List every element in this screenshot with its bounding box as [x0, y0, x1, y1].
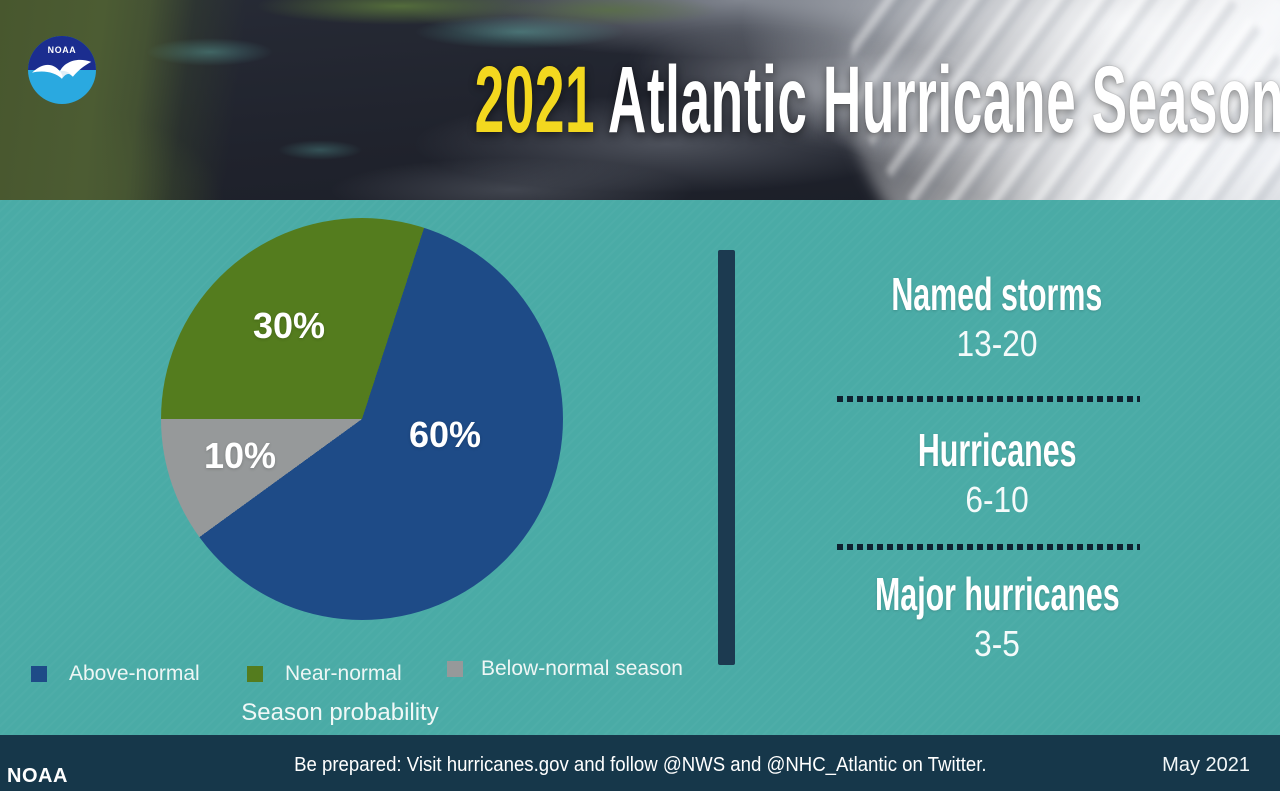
pie-slice-label-above-normal: 60%: [408, 414, 482, 455]
noaa-logo: NOAA: [28, 36, 96, 104]
footer-agency: NOAA: [7, 765, 68, 787]
major-hurricanes-label: Major hurricanes: [874, 568, 1120, 620]
footer-message: Be prepared: Visit hurricanes.gov and fo…: [293, 754, 987, 776]
legend-swatch-below-normal: [447, 661, 463, 677]
named-storms-label: Named storms: [891, 268, 1103, 320]
hurricanes-range: 6-10: [965, 479, 1029, 520]
footer-bar: Be prepared: Visit hurricanes.gov and fo…: [0, 735, 1280, 791]
outlook-major-hurricanes: Major hurricanes 3-5: [767, 568, 1227, 666]
hurricanes-label: Hurricanes: [917, 424, 1077, 476]
pie-chart: 60% 30% 10%: [161, 218, 563, 620]
outlook-hurricanes: Hurricanes 6-10: [767, 424, 1227, 522]
legend-label-near-normal: Near-normal: [285, 662, 402, 685]
legend-swatch-near-normal: [247, 666, 263, 682]
pie-slice-label-below-normal: 10%: [203, 435, 277, 476]
vertical-divider-bar: [718, 250, 735, 665]
noaa-logo-text: NOAA: [48, 45, 77, 55]
legend-label-below-normal: Below-normal season: [481, 657, 683, 680]
named-storms-range: 13-20: [956, 323, 1038, 364]
major-hurricanes-range: 3-5: [974, 623, 1020, 664]
dotted-separator-1: [837, 396, 1140, 402]
legend-label-above-normal: Above-normal: [69, 662, 200, 685]
title-year: 2021: [474, 47, 596, 153]
outlook-named-storms: Named storms 13-20: [767, 268, 1227, 366]
chart-caption: Season probability: [241, 699, 439, 726]
dotted-separator-2: [837, 544, 1140, 550]
legend-swatch-above-normal: [31, 666, 47, 682]
pie-slice-label-near-normal: 30%: [252, 305, 326, 346]
title-text: Atlantic Hurricane Season Outlook: [607, 47, 1280, 153]
footer-date: May 2021: [1162, 754, 1250, 776]
main-content: 60% 30% 10% Above-normal Near-normal Bel…: [0, 200, 1280, 735]
